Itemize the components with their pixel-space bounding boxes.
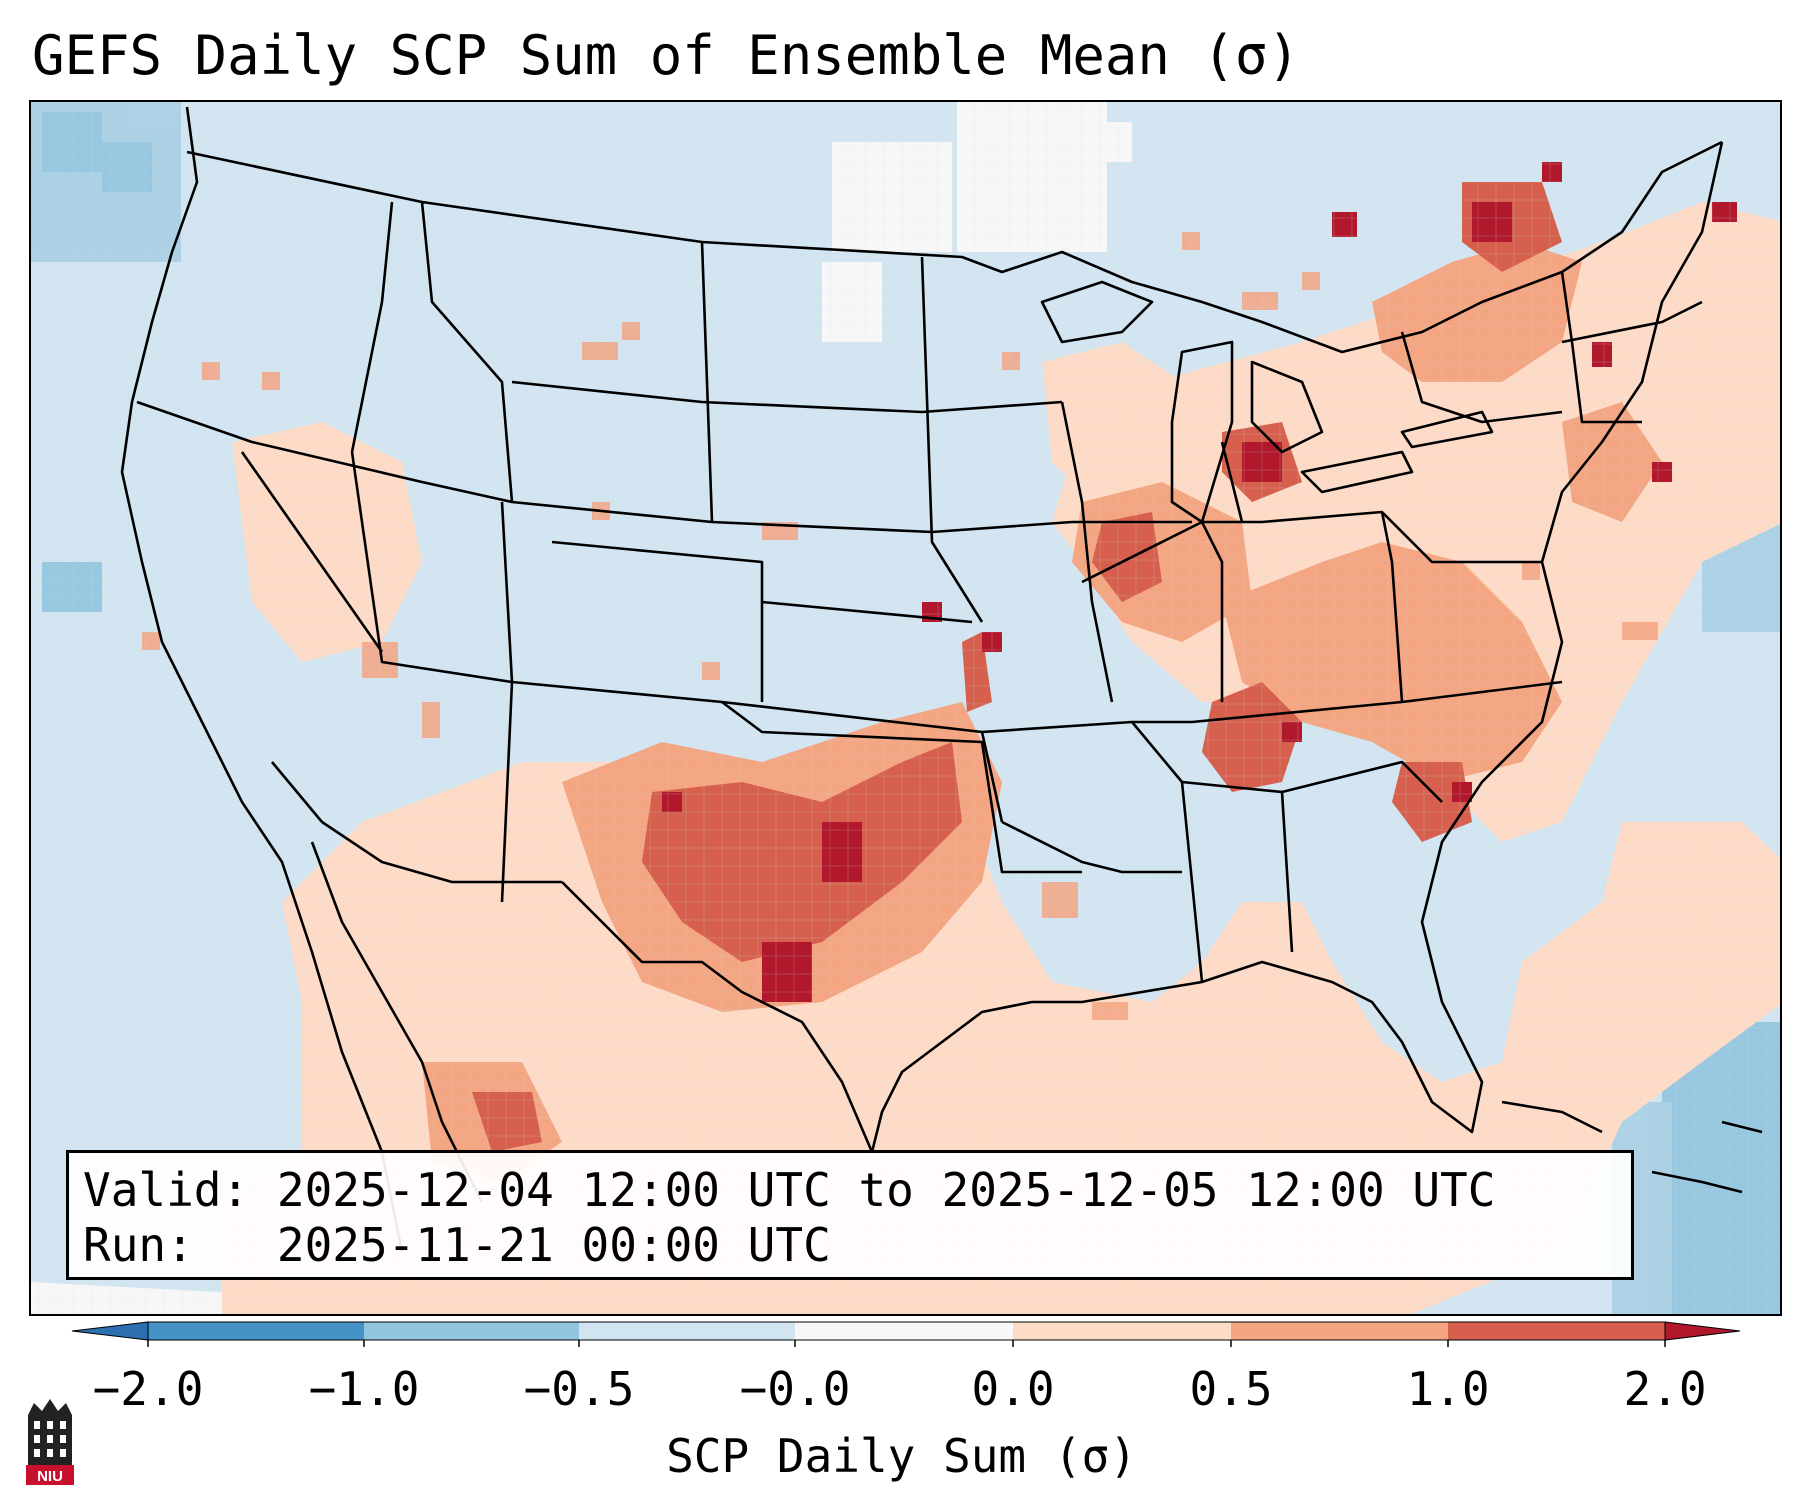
colorbar-segment — [1231, 1322, 1448, 1340]
colorbar-segment — [364, 1322, 579, 1340]
colorbar-extend-low — [71, 1321, 149, 1341]
boundaries — [120, 106, 1763, 1253]
colorbar-segment — [148, 1322, 364, 1340]
colorbar-outline — [147, 1321, 1666, 1341]
run-row: Run: 2025-11-21 00:00 UTC — [83, 1218, 1617, 1273]
colorbar-tick-label: −2.0 — [92, 1362, 204, 1416]
map-panel[interactable] — [29, 100, 1782, 1316]
colorbar-tick-label: −0.5 — [523, 1362, 635, 1416]
valid-value: 2025-12-04 12:00 UTC to 2025-12-05 12:00… — [276, 1163, 1496, 1217]
valid-row: Valid: 2025-12-04 12:00 UTC to 2025-12-0… — [83, 1163, 1617, 1218]
valid-label: Valid: — [83, 1163, 250, 1217]
colorbar-extend-high — [1664, 1321, 1741, 1341]
colorbar-tick-label: −0.0 — [739, 1362, 851, 1416]
run-value: 2025-11-21 00:00 UTC — [276, 1218, 831, 1272]
colorbar — [71, 1321, 1741, 1347]
map-title: GEFS Daily SCP Sum of Ensemble Mean (σ) — [32, 24, 1300, 87]
colorbar-segment — [1013, 1322, 1231, 1340]
niu-logo-icon: NIU — [26, 1399, 74, 1485]
colorbar-tick-label: 1.0 — [1406, 1362, 1490, 1416]
run-label: Run: — [83, 1218, 194, 1272]
colorbar-label: SCP Daily Sum (σ) — [666, 1429, 1137, 1483]
colorbar-tick-label: 0.5 — [1189, 1362, 1273, 1416]
colorbar-segment — [579, 1322, 795, 1340]
scp-map — [31, 102, 1780, 1314]
colorbar-tick-label: 0.0 — [971, 1362, 1055, 1416]
colorbar-tick-label: 2.0 — [1623, 1362, 1707, 1416]
logo-text: NIU — [37, 1468, 63, 1485]
colorbar-segment — [795, 1322, 1013, 1340]
colorbar-tick-label: −1.0 — [308, 1362, 420, 1416]
valid-run-info-box: Valid: 2025-12-04 12:00 UTC to 2025-12-0… — [66, 1150, 1634, 1280]
colorbar-segment — [1448, 1322, 1665, 1340]
